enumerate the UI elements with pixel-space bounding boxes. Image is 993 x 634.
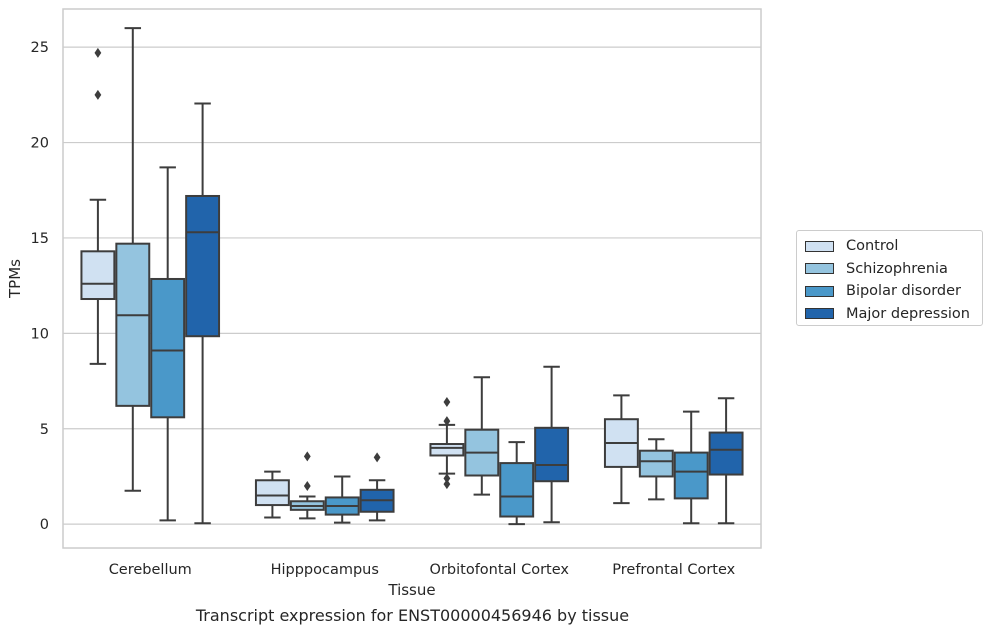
box-body <box>150 277 186 419</box>
box-body <box>673 451 709 500</box>
box-body <box>254 479 290 507</box>
x-tick-label: Orbitofontal Cortex <box>430 562 570 578</box>
box-body <box>185 194 221 338</box>
y-axis-ticks: 0 5 10 15 20 25 <box>31 40 49 533</box>
box-schizophrenia <box>464 376 500 496</box>
legend-label: Control <box>846 238 899 255</box>
x-axis-label: Tissue <box>387 581 435 599</box>
legend-item: Major depression <box>805 303 982 326</box>
box-schizophrenia <box>115 27 151 492</box>
legend-swatch <box>805 240 834 252</box>
outlier-point <box>303 451 311 462</box>
box-group <box>80 27 744 526</box>
legend-swatch <box>805 308 834 320</box>
legend-label: Bipolar disorder <box>846 283 961 300</box>
outlier-point <box>443 416 451 427</box>
outlier-point <box>443 397 451 408</box>
figure-caption: Transcript expression for ENST0000045694… <box>195 606 630 625</box>
outlier-point <box>94 89 102 100</box>
box-bipolar-disorder <box>324 475 360 524</box>
box-bipolar-disorder <box>673 410 709 525</box>
plot-area-frame <box>62 8 762 549</box>
legend-label: Schizophrenia <box>846 260 948 277</box>
box-control <box>254 470 290 519</box>
y-tick-label: 20 <box>31 136 49 152</box>
x-tick-label: Prefrontal Cortex <box>612 562 735 578</box>
y-tick-label: 15 <box>31 231 49 247</box>
legend-swatch <box>805 285 834 297</box>
legend-item: Bipolar disorder <box>805 280 982 303</box>
box-major-depression <box>359 452 395 522</box>
x-axis-ticks: Cerebellum Hipppocampus Orbitofontal Corte… <box>109 562 736 578</box>
box-major-depression <box>534 365 570 524</box>
box-body <box>638 449 674 478</box>
box-schizophrenia <box>638 438 674 501</box>
legend-item: Control <box>805 235 982 258</box>
legend-swatch <box>805 263 834 275</box>
x-tick-label: Cerebellum <box>109 562 192 578</box>
box-body <box>80 250 116 301</box>
outlier-point <box>373 452 381 463</box>
x-tick-label: Hipppocampus <box>271 562 379 578</box>
legend-item: Schizophrenia <box>805 258 982 281</box>
box-major-depression <box>708 397 744 525</box>
outlier-point <box>443 473 451 484</box>
y-tick-label: 25 <box>31 40 49 56</box>
outlier-point <box>94 47 102 58</box>
box-bipolar-disorder <box>150 166 186 522</box>
y-tick-label: 5 <box>40 422 49 438</box>
y-tick-label: 0 <box>40 517 49 533</box>
y-axis-label: TPMs <box>6 259 24 299</box>
y-tick-label: 10 <box>31 326 49 342</box>
box-body <box>708 431 744 476</box>
box-body <box>534 426 570 483</box>
box-body <box>115 242 151 407</box>
box-major-depression <box>185 102 221 525</box>
legend-label: Major depression <box>846 305 970 322</box>
box-control <box>429 397 465 490</box>
legend: Control Schizophrenia Bipolar disorder Majo… <box>796 230 983 326</box>
outlier-point <box>443 479 451 490</box>
outlier-point <box>303 480 311 491</box>
box-control <box>603 394 639 505</box>
box-body <box>429 443 465 457</box>
box-control <box>80 47 116 365</box>
box-body <box>499 462 535 518</box>
box-bipolar-disorder <box>499 441 535 526</box>
box-schizophrenia <box>289 451 325 520</box>
